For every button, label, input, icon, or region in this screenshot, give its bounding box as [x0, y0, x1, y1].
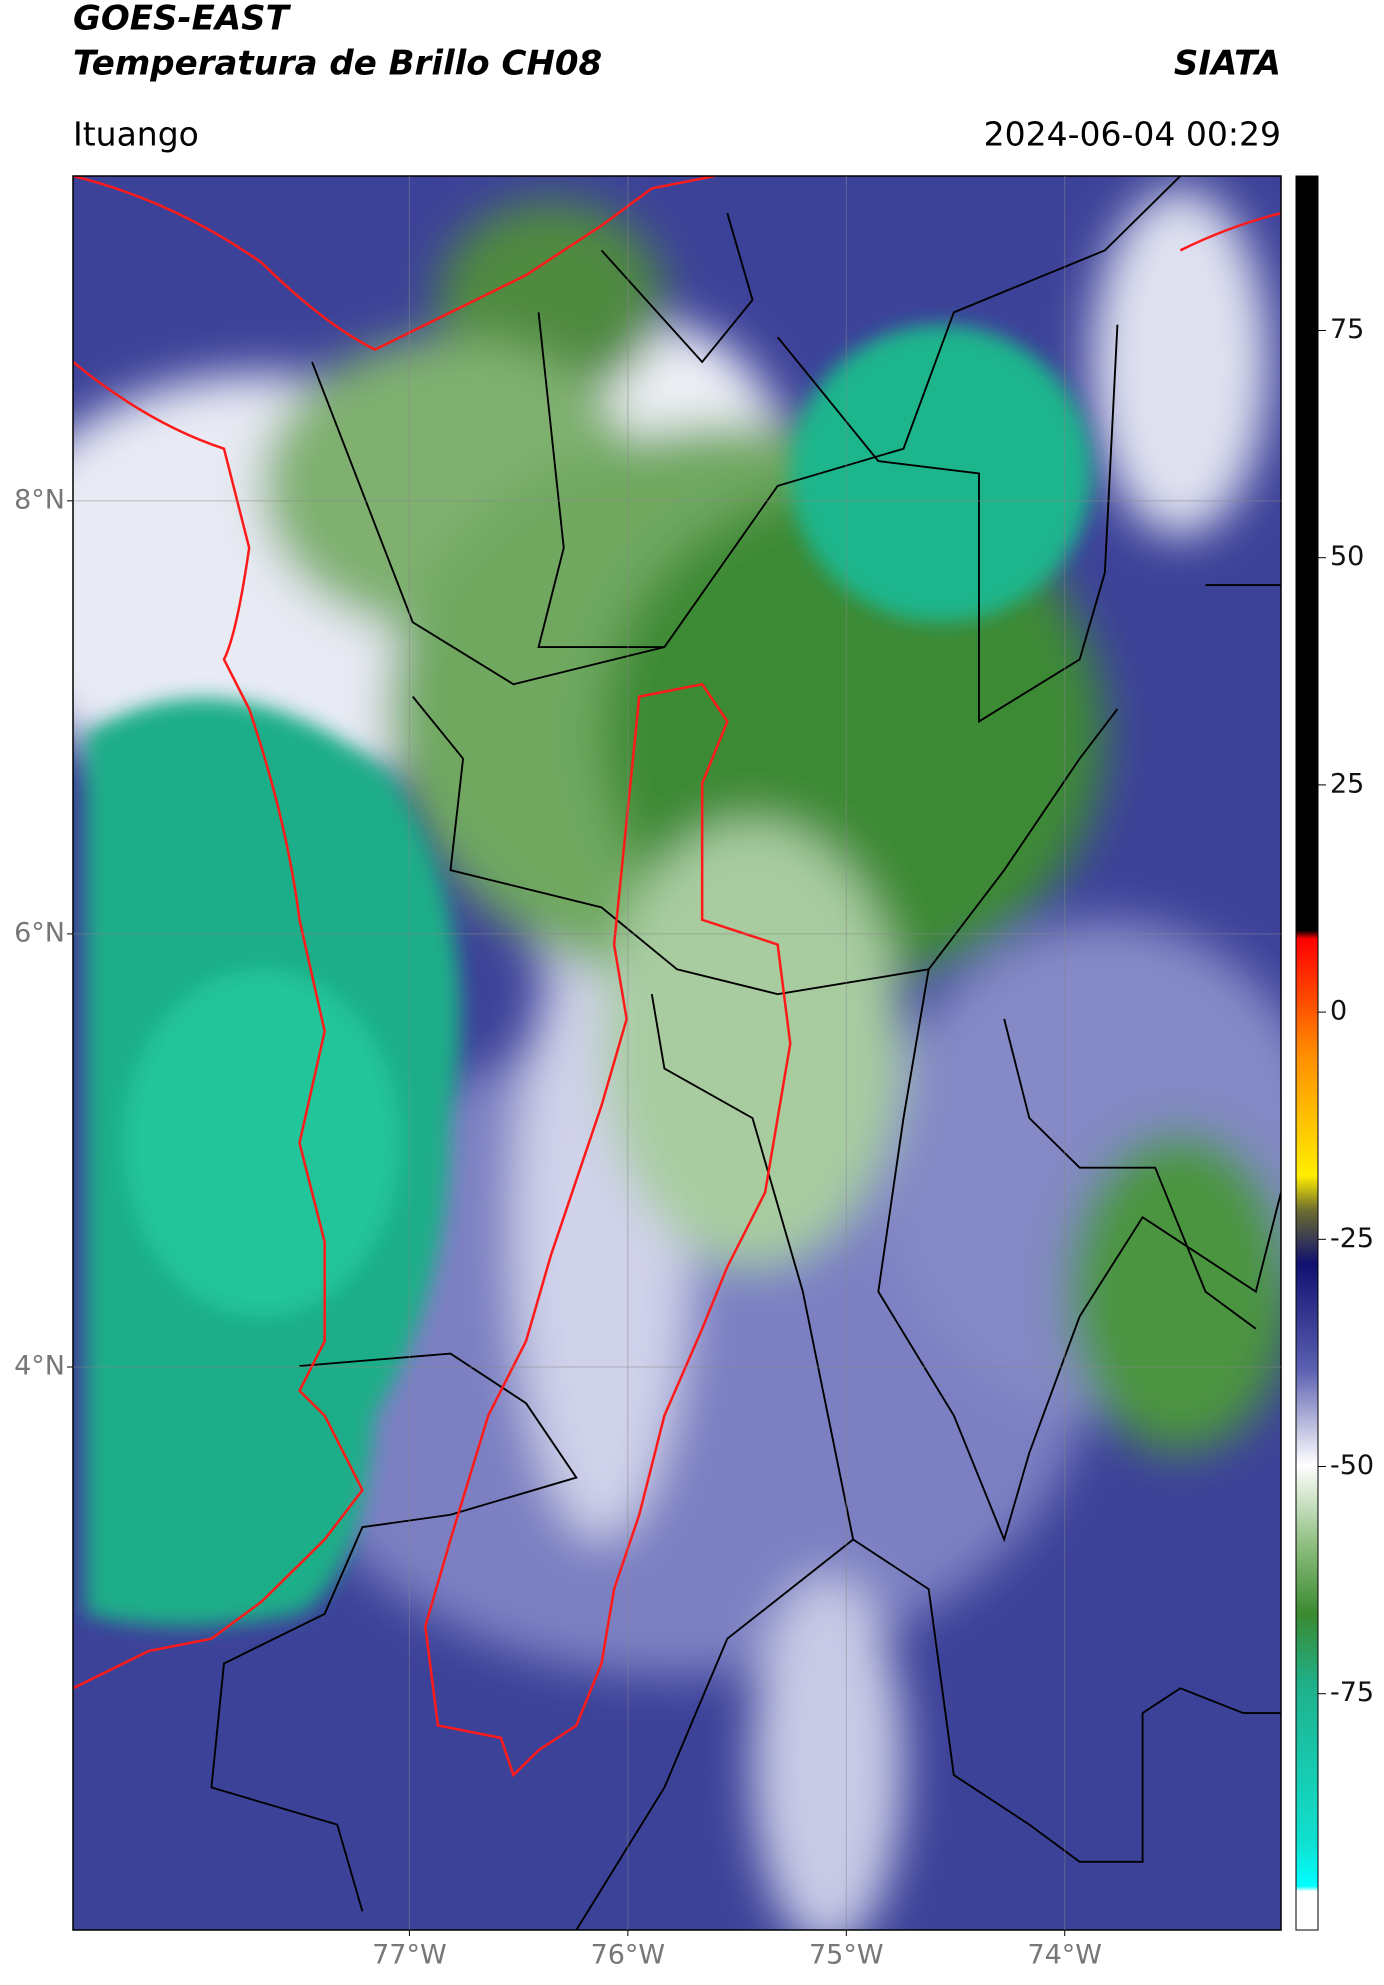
lon-label: 75°W: [809, 1940, 884, 1971]
colorbar: [1295, 175, 1319, 1931]
colorbar-label: 75: [1330, 314, 1364, 345]
lon-label: 77°W: [372, 1940, 447, 1971]
colorbar-label: 0: [1330, 996, 1347, 1027]
colorbar-label: 25: [1330, 768, 1364, 799]
title: Temperatura de Brillo CH08: [73, 44, 602, 84]
colorbar-label: -50: [1330, 1450, 1374, 1481]
title: GOES-EAST: [73, 0, 292, 39]
location: Ituango: [73, 115, 199, 154]
colorbar-label: -75: [1330, 1677, 1374, 1708]
lon-label: 76°W: [591, 1940, 666, 1971]
lat-label: 4°N: [14, 1350, 65, 1381]
datetime: 2024-06-04 00:29: [984, 115, 1281, 154]
map-frame: [72, 175, 1282, 1931]
org: SIATA: [1174, 44, 1281, 84]
colorbar-label: -25: [1330, 1223, 1374, 1254]
satellite-map: [73, 176, 1281, 1930]
lon-label: 74°W: [1027, 1940, 1102, 1971]
lat-label: 8°N: [14, 484, 65, 515]
colorbar-label: 50: [1330, 541, 1364, 572]
lat-label: 6°N: [14, 917, 65, 948]
